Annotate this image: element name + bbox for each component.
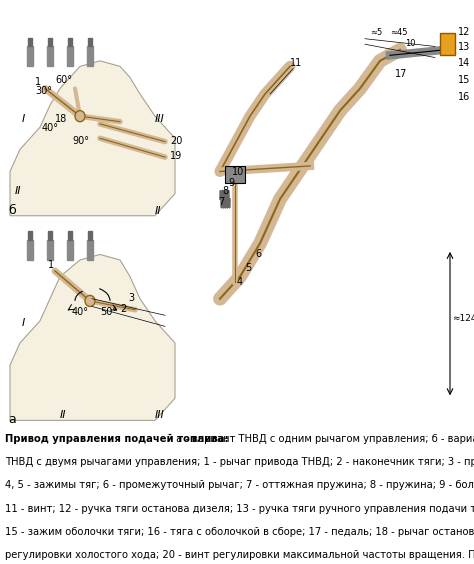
Bar xyxy=(67,240,73,260)
Text: 3: 3 xyxy=(128,293,134,303)
Bar xyxy=(68,38,72,46)
Bar xyxy=(440,33,455,55)
Text: 15 - зажим оболочки тяги; 16 - тяга с оболочкой в сборе; 17 - педаль; 18 - рычаг: 15 - зажим оболочки тяги; 16 - тяга с об… xyxy=(5,527,474,537)
Text: 5: 5 xyxy=(245,263,251,273)
Text: 1: 1 xyxy=(35,77,41,87)
Text: 15: 15 xyxy=(458,75,470,85)
Text: III: III xyxy=(155,114,165,124)
Text: III: III xyxy=(155,410,165,420)
Text: 40°: 40° xyxy=(72,307,89,318)
Text: 90°: 90° xyxy=(72,136,89,146)
Text: 11: 11 xyxy=(290,59,302,68)
Text: I: I xyxy=(22,114,25,124)
Text: 7: 7 xyxy=(218,197,224,206)
Text: 4, 5 - зажимы тяг; 6 - промежуточный рычаг; 7 - оттяжная пружина; 8 - пружина; 9: 4, 5 - зажимы тяг; 6 - промежуточный рыч… xyxy=(5,481,474,491)
Text: II: II xyxy=(60,410,66,420)
Text: ≈45: ≈45 xyxy=(390,28,408,37)
Text: 8: 8 xyxy=(222,186,228,196)
Text: II: II xyxy=(155,205,162,215)
Circle shape xyxy=(85,296,95,306)
Text: 19: 19 xyxy=(170,151,182,161)
Text: 30°: 30° xyxy=(35,86,52,96)
Text: Привод управления подачей топлива:: Привод управления подачей топлива: xyxy=(5,434,228,444)
Bar xyxy=(47,46,53,67)
Text: 1: 1 xyxy=(48,260,54,270)
Bar xyxy=(48,231,52,240)
Text: ≈124: ≈124 xyxy=(452,314,474,323)
Bar xyxy=(28,231,32,240)
Text: 13: 13 xyxy=(458,42,470,52)
Bar xyxy=(88,231,92,240)
Bar xyxy=(88,38,92,46)
Bar xyxy=(28,38,32,46)
Bar xyxy=(225,166,245,183)
Bar xyxy=(68,231,72,240)
Bar xyxy=(47,240,53,260)
Text: 10: 10 xyxy=(232,167,244,177)
Polygon shape xyxy=(10,61,175,216)
Bar xyxy=(27,240,33,260)
Text: 12: 12 xyxy=(458,28,470,37)
Text: 16: 16 xyxy=(458,91,470,102)
Text: 11 - винт; 12 - ручка тяги останова дизеля; 13 - ручка тяги ручного управления п: 11 - винт; 12 - ручка тяги останова дизе… xyxy=(5,504,474,514)
Text: 14: 14 xyxy=(458,59,470,68)
Text: 18: 18 xyxy=(55,114,67,124)
Text: б: б xyxy=(8,204,16,217)
Text: а: а xyxy=(8,413,16,426)
Text: 20: 20 xyxy=(170,136,182,146)
Polygon shape xyxy=(10,254,175,420)
Text: а - вариант ТНВД с одним рычагом управления; б - вариант: а - вариант ТНВД с одним рычагом управле… xyxy=(173,434,474,444)
Text: 17: 17 xyxy=(395,69,407,80)
Text: ≈5: ≈5 xyxy=(370,28,382,37)
Text: 4: 4 xyxy=(237,277,243,288)
Bar xyxy=(87,240,93,260)
Text: ТНВД с двумя рычагами управления; 1 - рычаг привода ТНВД; 2 - наконечник тяги; 3: ТНВД с двумя рычагами управления; 1 - ры… xyxy=(5,457,474,468)
Text: 9: 9 xyxy=(228,178,234,188)
Circle shape xyxy=(75,111,85,122)
Text: 50°: 50° xyxy=(100,307,117,318)
Text: 6: 6 xyxy=(255,249,261,259)
Bar xyxy=(67,46,73,67)
Text: II: II xyxy=(15,186,21,196)
Text: 40°: 40° xyxy=(42,122,59,133)
Bar xyxy=(48,38,52,46)
Bar xyxy=(27,46,33,67)
Text: I: I xyxy=(22,318,25,328)
Bar xyxy=(87,46,93,67)
Text: 10: 10 xyxy=(405,39,416,49)
Text: 60°: 60° xyxy=(55,75,72,85)
Text: 2: 2 xyxy=(120,304,126,314)
Text: регулировки холостого хода; 20 - винт регулировки максимальной частоты вращения.: регулировки холостого хода; 20 - винт ре… xyxy=(5,550,474,560)
